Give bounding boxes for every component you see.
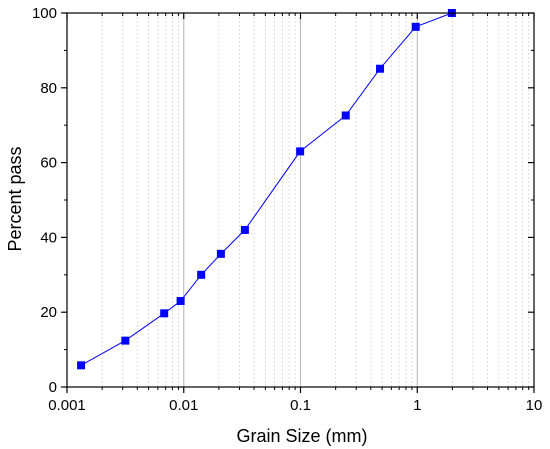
data-point (176, 296, 185, 305)
y-tick-label: 100 (32, 5, 57, 22)
data-point (376, 64, 385, 73)
y-tick-label: 0 (49, 379, 57, 396)
grid-lines (101, 13, 530, 387)
data-series (77, 9, 456, 370)
data-point (411, 22, 420, 31)
data-point (160, 309, 169, 318)
x-tick-label: 0.1 (290, 397, 311, 414)
data-point (296, 147, 305, 156)
y-axis-label: Percent pass (5, 146, 25, 251)
y-tick-label: 80 (40, 80, 57, 97)
x-tick-label: 1 (413, 397, 421, 414)
x-tick-label: 0.001 (48, 397, 86, 414)
data-point (240, 225, 249, 234)
y-tick-label: 20 (40, 304, 57, 321)
x-tick-label: 10 (526, 397, 543, 414)
y-tick-label: 40 (40, 229, 57, 246)
y-axis-ticks: 0 20 40 60 80 100 (32, 5, 534, 396)
y-tick-label: 60 (40, 155, 57, 172)
x-axis-label: Grain Size (mm) (236, 426, 367, 446)
data-point (77, 361, 86, 370)
data-point (341, 111, 350, 120)
series-line (80, 12, 453, 366)
x-axis-ticks: 0.001 0.01 0.1 1 10 (48, 13, 542, 414)
data-point (121, 336, 130, 345)
data-point (197, 270, 206, 279)
data-point (216, 249, 225, 258)
x-tick-label: 0.01 (169, 397, 198, 414)
